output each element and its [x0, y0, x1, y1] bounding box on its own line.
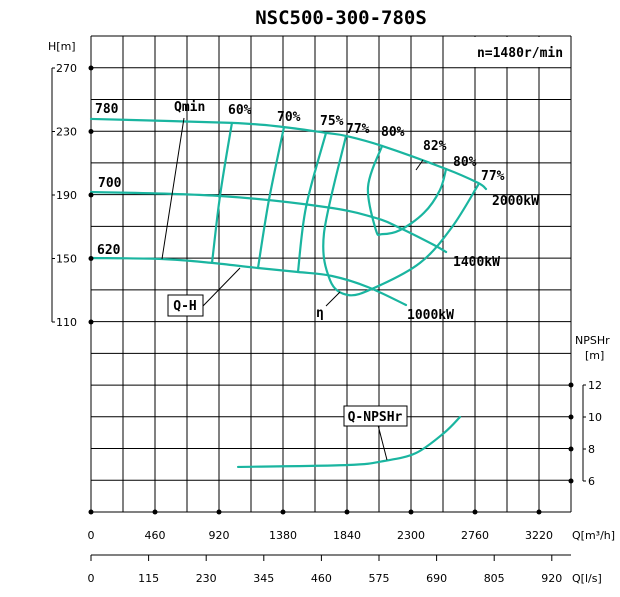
y2-tick-label: 12: [588, 379, 602, 392]
qnpsh-box: [343, 405, 408, 427]
y-tick-dot: [88, 65, 94, 71]
y2-axis-unit: [m]: [585, 349, 604, 362]
y2-tick-dot: [568, 478, 574, 484]
y-tick-label: 230: [56, 126, 77, 139]
x2-tick-label: 920: [541, 572, 562, 585]
x-tick-label: 460: [145, 529, 166, 542]
x-tick-label: 920: [209, 529, 230, 542]
x-tick-label: 0: [88, 529, 95, 542]
qh-leader: [202, 267, 241, 307]
y-tick-dot: [88, 319, 94, 325]
x-tick-dot: [216, 509, 222, 515]
label-power-1400: 1400kW: [453, 255, 500, 270]
label-eff-75: 75%: [320, 114, 344, 129]
grid: [90, 35, 572, 513]
chart-title: NSC500-300-780S: [255, 7, 427, 29]
x-tick-dot: [472, 509, 478, 515]
x-tick-dot: [88, 509, 94, 515]
label-qmin: Qmin: [174, 100, 205, 115]
x-axis-label: Q[m³/h]: [572, 529, 615, 542]
y2-axis-label: NPSHr: [575, 334, 610, 347]
y-tick-label: 270: [56, 62, 77, 75]
Q-H-curve-700: [89, 190, 448, 254]
x-tick-label: 1380: [269, 529, 297, 542]
y-tick-label: 110: [56, 316, 77, 329]
x-tick-label: 3220: [525, 529, 553, 542]
x-tick-label: 2300: [397, 529, 425, 542]
label-eff-80: 80%: [381, 125, 405, 140]
x-tick-label: 2760: [461, 529, 489, 542]
y2-tick-label: 8: [588, 443, 595, 456]
label-power-2000: 2000kW: [492, 194, 539, 209]
label-impeller-620: 620: [97, 243, 121, 258]
y-tick-dot: [88, 129, 94, 134]
label-eff-77: 77%: [346, 122, 370, 137]
label-eff-60: 60%: [228, 103, 252, 118]
eta-leader: [325, 291, 341, 307]
label-qnpsh: Q-NPSHr: [348, 410, 403, 425]
label-impeller-780: 780: [95, 102, 119, 117]
x-tick-label: 1840: [333, 529, 361, 542]
efficiency-curve-77: [322, 134, 480, 297]
label-eff-77-right: 77%: [481, 169, 505, 184]
npsh-curve-Q-NPSHr: [236, 415, 462, 469]
x-tick-dot: [408, 509, 414, 515]
y-tick-label: 150: [56, 253, 77, 266]
efficiency-curve-80: [366, 144, 448, 237]
qmin-leader: [161, 117, 185, 260]
x2-tick-label: 115: [138, 572, 159, 585]
y2-tick-dot: [568, 446, 574, 452]
x2-tick-label: 230: [196, 572, 217, 585]
efficiency-curve-60: [210, 121, 234, 264]
y-axis-label: H[m]: [48, 40, 76, 53]
y2-tick-dot: [568, 414, 574, 420]
y2-tick-label: 6: [588, 475, 595, 488]
x-tick-dot: [536, 509, 542, 515]
x-tick-dot: [152, 509, 158, 515]
x2-tick-label: 345: [253, 572, 274, 585]
x2-tick-label: 575: [369, 572, 390, 585]
x2-axis-label: Q[l/s]: [572, 572, 602, 585]
x-tick-dot: [280, 509, 286, 515]
x-tick-dot: [344, 509, 350, 515]
speed-label-box: [468, 37, 570, 67]
qnpsh-leader: [377, 424, 388, 461]
Q-H-curve-620: [89, 256, 408, 307]
x2-tick-label: 460: [311, 572, 332, 585]
label-impeller-700: 700: [98, 176, 122, 191]
y-tick-dot: [88, 256, 94, 261]
curves: [89, 117, 488, 469]
x2-tick-label: 805: [484, 572, 505, 585]
y-tick-label: 190: [56, 189, 77, 202]
label-eff-70: 70%: [277, 110, 301, 125]
label-eff-80-right: 80%: [453, 155, 477, 170]
eff-82-leader: [415, 159, 424, 171]
label-qh: Q-H: [173, 299, 196, 314]
speed-label: n=1480r/min: [477, 46, 563, 61]
x2-tick-label: 0: [88, 572, 95, 585]
efficiency-curve-70: [256, 125, 286, 270]
label-eff-82: 82%: [423, 139, 447, 154]
x2-tick-label: 690: [426, 572, 447, 585]
label-eta: η: [316, 306, 324, 321]
y2-tick-label: 10: [588, 411, 602, 424]
y-tick-dot: [88, 192, 94, 198]
efficiency-curve-75: [296, 131, 328, 274]
label-power-1000: 1000kW: [407, 308, 454, 323]
qh-box: [167, 294, 204, 317]
y2-tick-dot: [568, 382, 574, 388]
